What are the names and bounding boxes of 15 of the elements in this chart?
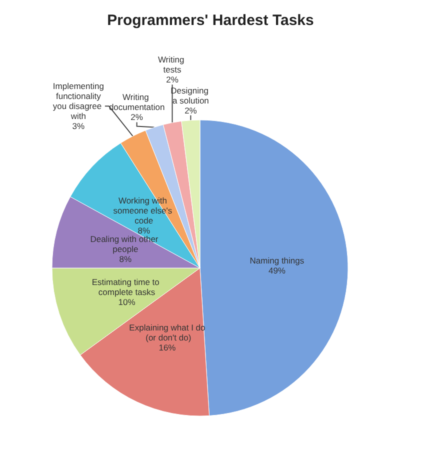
data-label: 8% xyxy=(119,254,132,264)
data-label: 2% xyxy=(166,74,179,85)
slice-label: Writing documentation xyxy=(108,92,165,112)
slice-label: Estimating time to complete tasks xyxy=(92,276,162,297)
slice-label: Writing tests xyxy=(158,54,187,75)
chart-title: Programmers' Hardest Tasks xyxy=(107,12,314,29)
data-label: 2% xyxy=(130,112,144,122)
data-label: 49% xyxy=(268,266,286,276)
data-label: 10% xyxy=(118,296,136,307)
data-label: 2% xyxy=(184,105,198,116)
data-label: 16% xyxy=(158,342,176,353)
data-label: 8% xyxy=(138,225,150,236)
slice-label: Naming things xyxy=(250,256,304,266)
slice-label: Implementing functionality you disagree with xyxy=(52,81,104,122)
data-label: 3% xyxy=(72,121,86,132)
